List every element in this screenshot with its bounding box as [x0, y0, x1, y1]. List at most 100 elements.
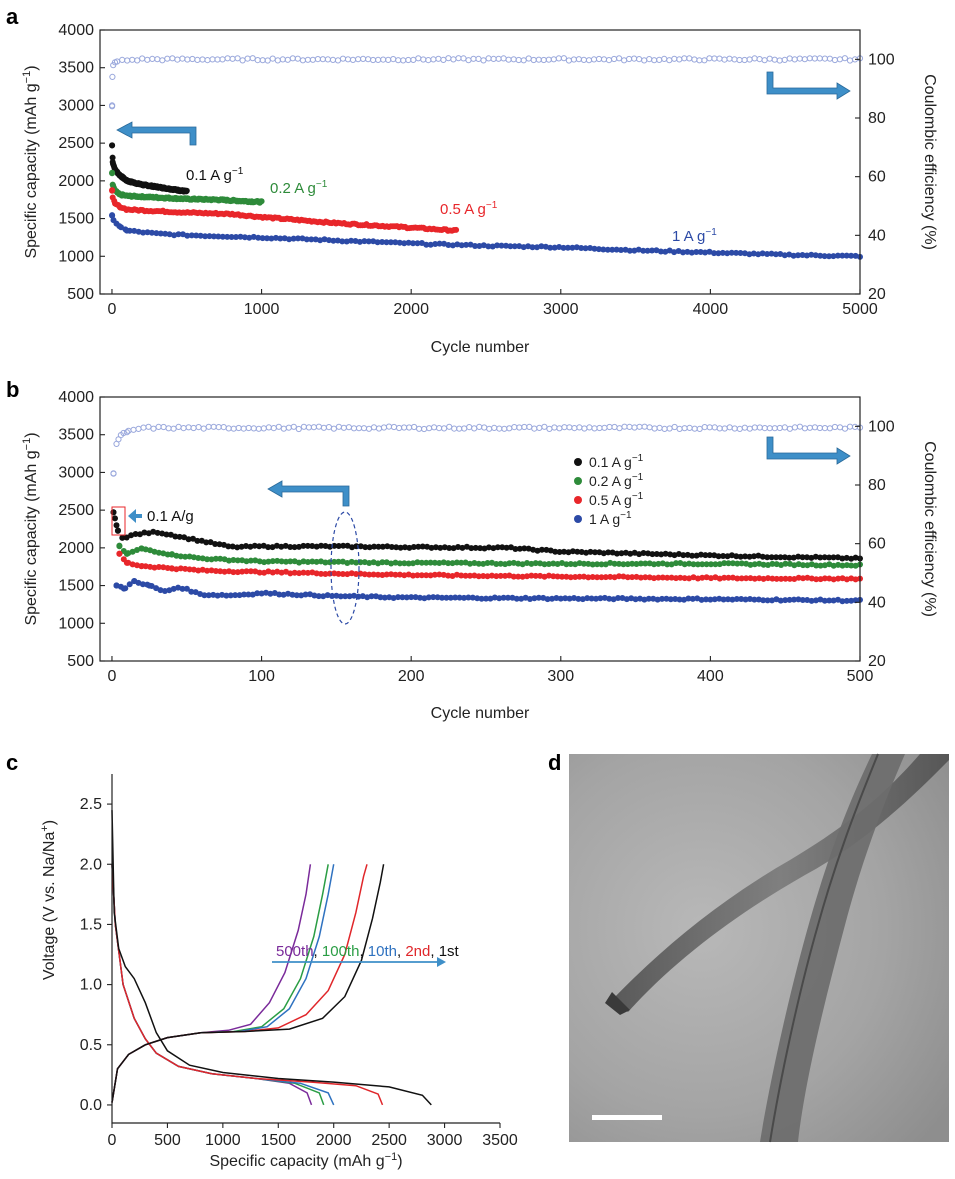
ce-point: [140, 424, 147, 431]
capacity-point: [123, 550, 130, 557]
capacity-point: [472, 544, 479, 551]
capacity-point: [640, 247, 647, 254]
capacity-point: [839, 598, 846, 605]
capacity-point: [795, 252, 801, 259]
capacity-point: [396, 239, 403, 246]
capacity-point: [195, 555, 202, 561]
capacity-point: [764, 554, 771, 561]
capacity-point: [602, 574, 609, 581]
chart-a-frame: [99, 29, 861, 295]
ce-point: [441, 425, 448, 432]
ce-point: [380, 424, 388, 431]
ce-point: [165, 425, 172, 432]
capacity-point: [651, 575, 657, 582]
capacity-point: [777, 251, 784, 257]
tem-fiber-edge: [769, 753, 879, 1143]
capacity-point: [131, 227, 138, 234]
ce-point: [279, 56, 286, 63]
capacity-point: [604, 246, 611, 253]
capacity-point: [561, 548, 567, 555]
capacity-point: [304, 559, 311, 565]
ce-point: [571, 425, 578, 432]
capacity-point: [368, 593, 375, 600]
capacity-point: [733, 249, 740, 256]
ce-point: [651, 425, 658, 432]
ce-point: [315, 423, 322, 430]
ce-point: [836, 56, 844, 63]
ce-point: [300, 423, 307, 430]
chart-a-annot-0: 0.1 A g−1: [186, 166, 244, 184]
ce-point: [560, 55, 568, 62]
ce-point: [656, 424, 663, 431]
capacity-point: [781, 554, 788, 561]
capacity-point: [769, 575, 776, 582]
ce-point: [451, 425, 458, 432]
capacity-point: [826, 597, 833, 604]
capacity-point: [458, 242, 465, 249]
ce-point: [676, 56, 683, 63]
capacity-point: [715, 553, 722, 560]
ce-point: [189, 55, 196, 63]
capacity-point: [183, 585, 190, 592]
capacity-point: [633, 561, 640, 567]
capacity-point: [431, 559, 438, 566]
capacity-point: [330, 237, 337, 244]
capacity-point: [839, 562, 846, 569]
capacity-point: [556, 549, 563, 555]
capacity-point: [607, 573, 614, 580]
capacity-point: [693, 249, 700, 255]
ce-point: [405, 56, 412, 64]
capacity-point: [468, 545, 475, 552]
capacity-point: [387, 239, 394, 246]
capacity-point: [204, 567, 211, 574]
ce-point: [601, 424, 608, 431]
capacity-point: [425, 594, 432, 601]
ce-point: [506, 425, 513, 432]
ce-point: [134, 57, 141, 64]
capacity-point: [524, 573, 530, 580]
capacity-point: [219, 233, 226, 240]
capacity-point: [116, 550, 123, 557]
legend-label: 1 A g−1: [589, 510, 632, 527]
ce-point: [240, 425, 247, 432]
capacity-point: [671, 249, 678, 256]
chart-c-xlabel: Specific capacity (mAh g−1): [209, 1151, 402, 1170]
capacity-point: [155, 549, 162, 556]
capacity-point: [790, 554, 797, 561]
capacity-point: [521, 545, 528, 552]
capacity-point: [611, 560, 618, 567]
ce-point: [385, 423, 393, 430]
capacity-point: [217, 568, 224, 575]
capacity-point: [443, 594, 450, 601]
ce-point: [430, 56, 437, 63]
capacity-point: [777, 554, 784, 561]
capacity-point: [562, 595, 569, 602]
capacity-point: [613, 246, 620, 253]
y-tick-label: 0.0: [80, 1097, 102, 1114]
chart-b-frame: [99, 396, 861, 662]
capacity-point: [379, 543, 386, 550]
chart-b-inset-label: 0.1 A/g: [147, 508, 194, 525]
capacity-point: [654, 596, 661, 603]
capacity-point: [138, 563, 145, 569]
capacity-point: [449, 560, 456, 567]
capacity-point: [729, 596, 736, 603]
ce-point: [485, 55, 492, 62]
capacity-point: [733, 596, 740, 602]
capacity-point: [401, 240, 408, 247]
ce-point: [731, 425, 738, 432]
capacity-point: [116, 543, 123, 550]
capacity-point: [109, 142, 116, 149]
capacity-point: [204, 556, 211, 563]
y-tick-label: 2.0: [80, 856, 102, 873]
ce-point: [385, 56, 392, 64]
capacity-point: [497, 560, 504, 567]
capacity-point: [109, 159, 116, 165]
ce-point: [566, 424, 573, 431]
ce-point: [284, 56, 291, 63]
capacity-point: [267, 590, 274, 597]
ce-point: [846, 423, 854, 430]
chart-b-plot: [110, 423, 864, 605]
capacity-point: [843, 597, 850, 604]
capacity-point: [496, 595, 503, 602]
